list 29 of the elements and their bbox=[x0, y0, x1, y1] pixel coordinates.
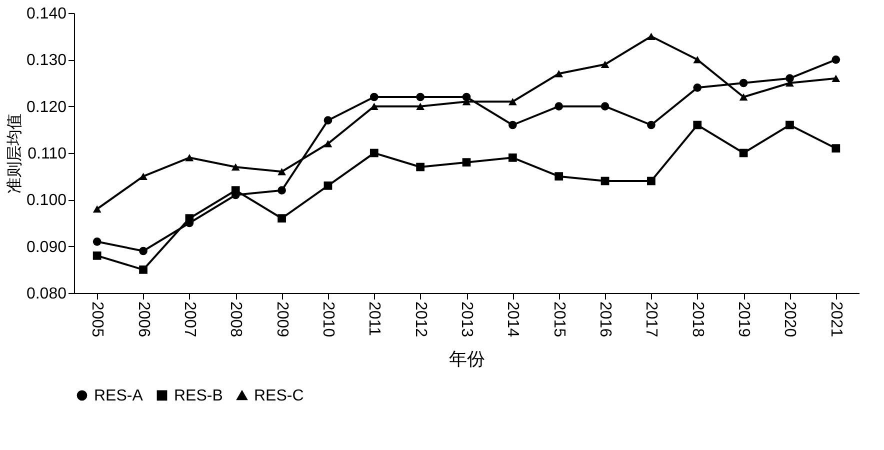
x-tick-label: 2015 bbox=[550, 302, 568, 338]
x-tick-label: 2014 bbox=[504, 302, 522, 338]
x-tick-label: 2019 bbox=[735, 302, 752, 338]
y-tick-label: 0.090 bbox=[26, 238, 67, 256]
y-tick-label: 0.110 bbox=[28, 146, 67, 162]
x-tick-label: 2013 bbox=[458, 302, 475, 338]
x-tick-label: 2021 bbox=[827, 302, 844, 338]
x-tick-label: 2017 bbox=[642, 302, 660, 338]
x-tick-label: 2011 bbox=[366, 302, 383, 336]
legend-label: RES-B bbox=[174, 387, 223, 404]
legend-label: RES-C bbox=[254, 388, 304, 404]
x-tick-label: 2016 bbox=[596, 302, 614, 338]
x-tick-label: 2020 bbox=[781, 302, 798, 338]
x-tick-label: 2007 bbox=[180, 302, 198, 338]
legend-label: RES-A bbox=[94, 387, 144, 404]
x-tick-label: 2012 bbox=[412, 302, 429, 338]
x-tick-label: 2005 bbox=[88, 302, 106, 338]
y-tick-label: 0.120 bbox=[26, 98, 67, 116]
y-tick-label: 0.140 bbox=[26, 6, 67, 22]
x-tick-label: 2008 bbox=[227, 302, 244, 338]
y-tick-label: 0.100 bbox=[26, 192, 67, 210]
x-tick-label: 2018 bbox=[688, 302, 706, 338]
x-tick-label: 2009 bbox=[273, 302, 290, 338]
x-tick-label: 2006 bbox=[134, 302, 152, 338]
y-axis-title: 准则层均值 bbox=[5, 114, 24, 194]
x-tick-label: 2010 bbox=[319, 302, 336, 338]
y-tick-label: 0.130 bbox=[26, 52, 67, 70]
x-axis-title: 年份 bbox=[449, 349, 485, 370]
y-tick-label: 0.080 bbox=[26, 286, 67, 302]
